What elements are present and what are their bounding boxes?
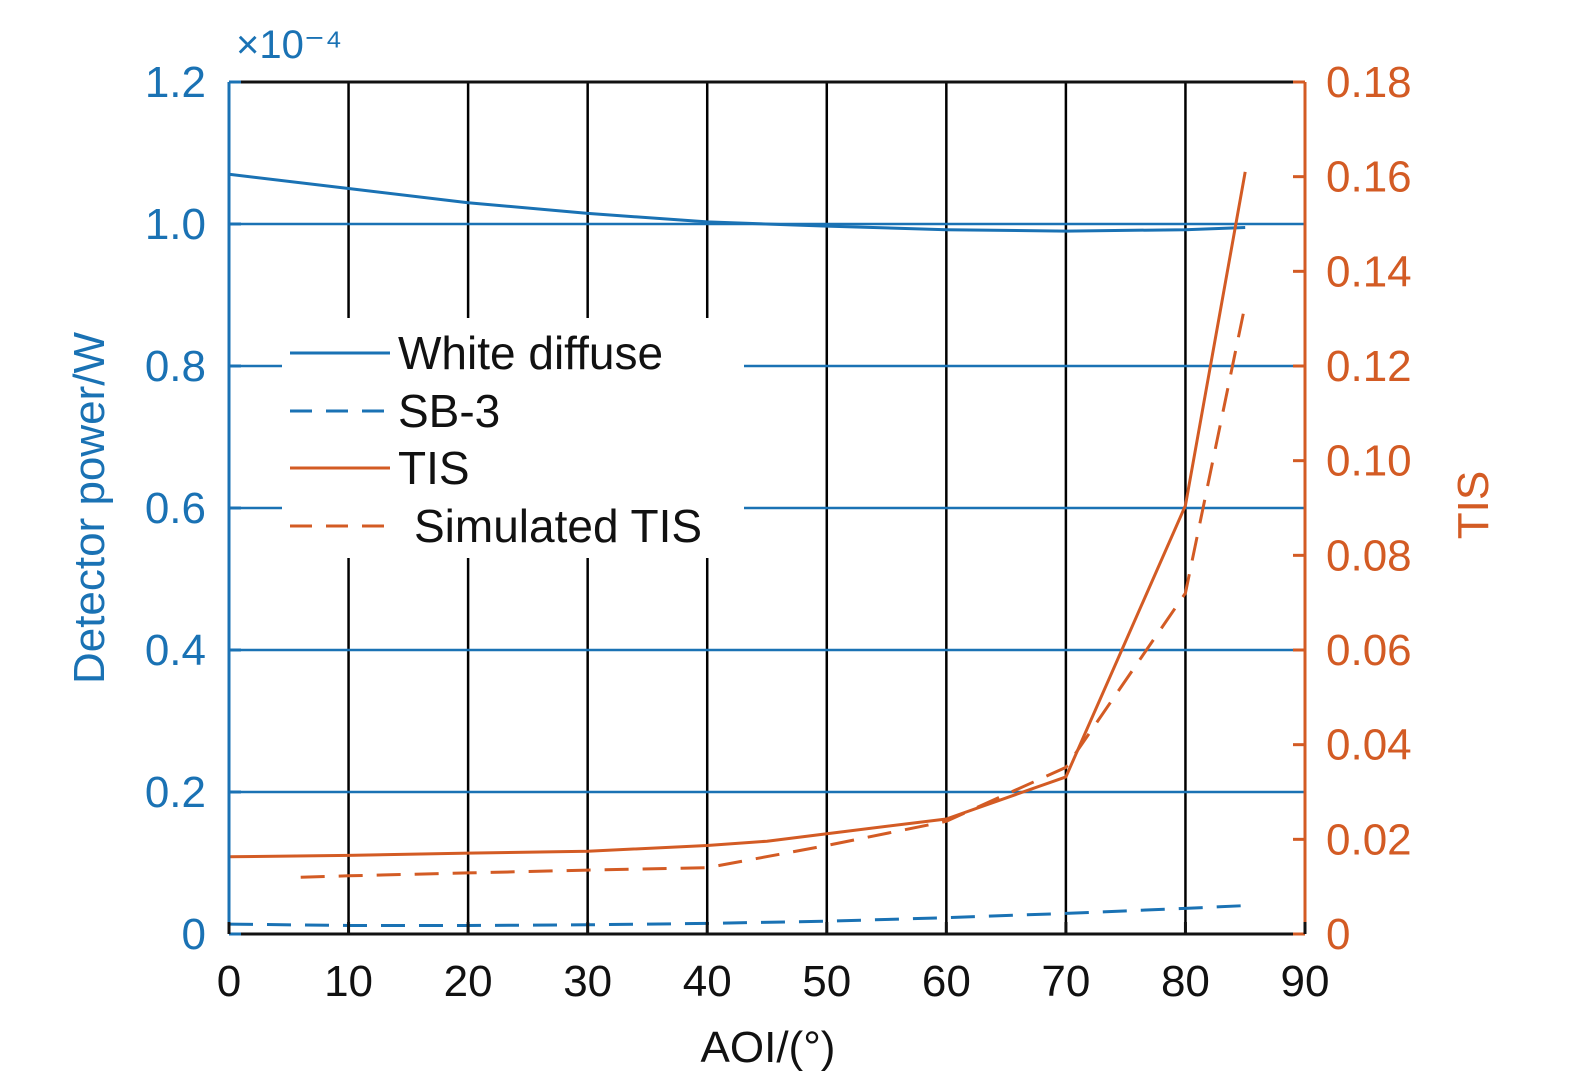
x-tick-label: 0: [217, 957, 241, 1006]
x-tick-label: 10: [324, 957, 373, 1006]
right-tick-label: 0.04: [1326, 721, 1412, 770]
left-tick-label: 0.2: [145, 768, 206, 817]
right-tick-label: 0: [1326, 910, 1350, 959]
legend-label-tis: TIS: [398, 442, 470, 494]
x-tick-label: 50: [802, 957, 851, 1006]
x-axis-title: AOI/(°): [701, 1023, 836, 1072]
legend-label-white-diffuse: White diffuse: [398, 327, 663, 379]
left-tick-label: 1.0: [145, 200, 206, 249]
axes-layer: [227, 80, 1307, 936]
right-tick-label: 0.02: [1326, 815, 1412, 864]
x-tick-label: 70: [1041, 957, 1090, 1006]
right-tick-label: 0.06: [1326, 626, 1412, 675]
left-tick-label: 0.4: [145, 626, 206, 675]
left-tick-label: 0.8: [145, 342, 206, 391]
right-tick-label: 0.18: [1326, 58, 1412, 107]
right-tick-label: 0.16: [1326, 153, 1412, 202]
series-tis: [228, 171, 1247, 859]
right-tick-label: 0.08: [1326, 531, 1412, 580]
left-tick-label: 0.6: [145, 484, 206, 533]
series-layer: [228, 171, 1247, 927]
x-tick-label: 80: [1161, 957, 1210, 1006]
right-tick-label: 0.10: [1326, 437, 1412, 486]
left-axis-title: Detector power/W: [65, 331, 114, 684]
right-tick-label: 0.12: [1326, 342, 1412, 391]
x-tick-label: 20: [444, 957, 493, 1006]
tick-labels: 0 0.2 0.4 0.6 0.8 1.0 1.2 0 0.02 0.04 0.06 0.08 0.10…: [145, 58, 1412, 1006]
x-tick-label: 40: [683, 957, 732, 1006]
legend-label-sb-3: SB-3: [398, 385, 500, 437]
left-tick-label: 0: [182, 910, 206, 959]
right-tick-label: 0.14: [1326, 247, 1412, 296]
series-white-diffuse: [228, 172, 1246, 233]
series-simulated-tis: [300, 304, 1247, 879]
x-tick-label: 60: [922, 957, 971, 1006]
left-tick-label: 1.2: [145, 58, 206, 107]
x-tick-label: 30: [563, 957, 612, 1006]
left-exponent-label: ×10⁻⁴: [236, 23, 342, 67]
legend-background: [282, 318, 744, 558]
series-sb-3: [228, 904, 1246, 927]
legend-label-simulated-tis: Simulated TIS: [414, 500, 702, 552]
x-tick-label: 90: [1281, 957, 1330, 1006]
right-axis-title: TIS: [1449, 471, 1498, 539]
